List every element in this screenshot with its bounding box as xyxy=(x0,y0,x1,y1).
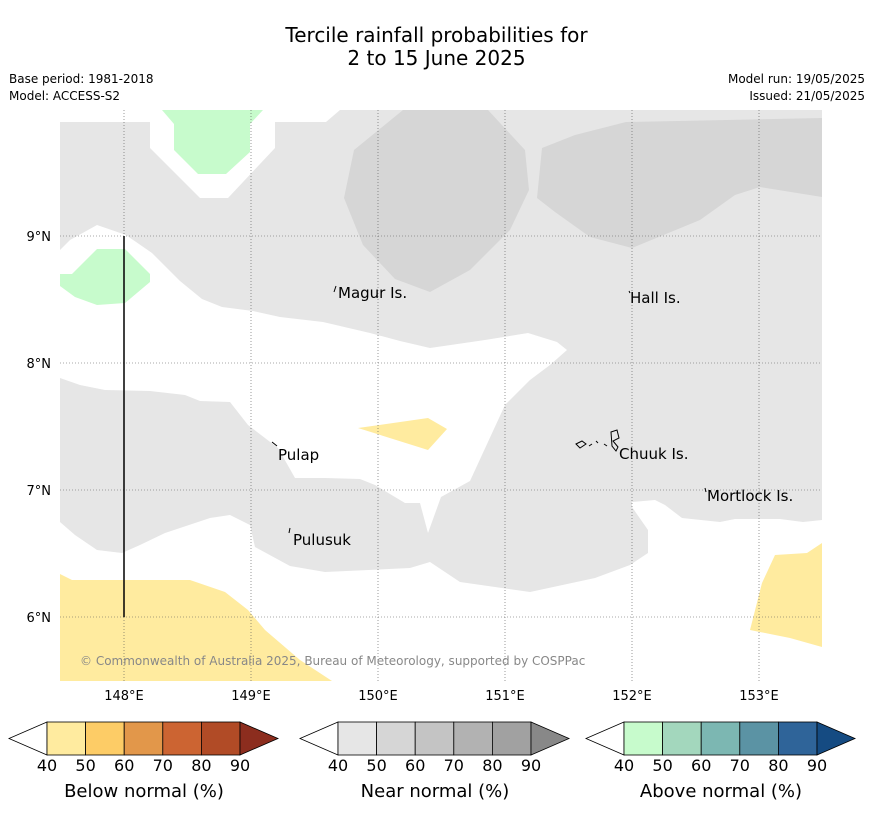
below-normal-colorbar-tick-50: 50 xyxy=(75,756,95,775)
lon-label-149e: 149°E xyxy=(231,689,271,704)
place-label-mortlock: Mortlock Is. xyxy=(707,487,793,505)
below-normal-colorbar-tick-40: 40 xyxy=(37,756,57,775)
above-normal-colorbar-tick-70: 70 xyxy=(730,756,750,775)
below-normal-colorbar-segment-3 xyxy=(123,721,164,756)
above-normal-colorbar-tick-50: 50 xyxy=(652,756,672,775)
above-normal-colorbar-segment-2 xyxy=(662,721,702,756)
lon-label-152e: 152°E xyxy=(612,689,652,704)
map-area: Magur Is. Hall Is. Pulap Chuuk Is. Mortl… xyxy=(60,110,822,681)
below-normal-colorbar-segment-5 xyxy=(200,721,241,756)
island-outlines xyxy=(271,285,707,534)
lon-label-150e: 150°E xyxy=(358,689,398,704)
colorbar-label-below-normal: Below normal (%) xyxy=(64,781,224,802)
near-normal-colorbar-segment-3 xyxy=(414,721,455,756)
place-label-pulap: Pulap xyxy=(278,446,319,464)
near-normal-colorbar-tick-90: 90 xyxy=(521,756,541,775)
below-normal-colorbar-segment-2 xyxy=(85,721,125,756)
near-normal-colorbar-min-arrow xyxy=(298,721,339,756)
model-run-label: Model run: 19/05/2025 xyxy=(727,72,865,86)
place-label-hall: Hall Is. xyxy=(630,289,681,307)
model-label: Model: ACCESS-S2 xyxy=(9,89,121,103)
colorbar-label-above-normal: Above normal (%) xyxy=(639,781,803,802)
near-normal-colorbar-tick-60: 60 xyxy=(405,756,425,775)
lon-label-151e: 151°E xyxy=(485,689,525,704)
chart-title-line-2: 2 to 15 June 2025 xyxy=(347,46,526,70)
above-normal-colorbar-tick-80: 80 xyxy=(768,756,788,775)
near-normal-50-60-region-north xyxy=(344,110,529,292)
above-normal-40-50-region-north xyxy=(162,110,263,174)
above-normal-colorbar-tick-40: 40 xyxy=(614,756,634,775)
below-normal-colorbar-segment-1 xyxy=(46,721,86,756)
below-normal-40-50-region-southeast xyxy=(750,543,822,647)
near-normal-50-60-region-northeast xyxy=(537,118,822,248)
lat-label-9n: 9°N xyxy=(27,230,52,245)
near-normal-colorbar-max-arrow xyxy=(530,721,571,756)
below-normal-colorbar-segment-4 xyxy=(162,721,202,756)
below-normal-40-50-region-southwest xyxy=(60,574,332,681)
above-normal-colorbar-segment-5 xyxy=(778,721,818,756)
above-normal-40-50-region-west xyxy=(60,249,150,305)
near-normal-colorbar-tick-40: 40 xyxy=(328,756,348,775)
near-normal-colorbar-segment-1 xyxy=(337,721,377,756)
near-normal-colorbar-tick-80: 80 xyxy=(482,756,502,775)
below-normal-colorbar-max-arrow xyxy=(239,721,280,756)
copyright-notice: © Commonwealth of Australia 2025, Bureau… xyxy=(80,654,585,668)
below-normal-40-50-region-central xyxy=(358,418,447,450)
below-normal-colorbar-tick-70: 70 xyxy=(153,756,173,775)
near-normal-colorbar-tick-50: 50 xyxy=(366,756,386,775)
lat-label-6n: 6°N xyxy=(27,611,52,626)
above-normal-colorbar-segment-1 xyxy=(623,721,663,756)
near-normal-colorbar-segment-2 xyxy=(376,721,416,756)
lat-label-8n: 8°N xyxy=(27,357,52,372)
below-normal-colorbar-tick-90: 90 xyxy=(230,756,250,775)
lat-label-7n: 7°N xyxy=(27,484,52,499)
near-normal-colorbar-tick-70: 70 xyxy=(444,756,464,775)
near-normal-colorbar-segment-4 xyxy=(453,721,493,756)
near-normal-colorbar-segment-5 xyxy=(491,721,532,756)
above-normal-colorbar-tick-90: 90 xyxy=(807,756,827,775)
above-normal-colorbar-segment-3 xyxy=(700,721,741,756)
above-normal-colorbar-min-arrow xyxy=(584,721,625,756)
issued-label: Issued: 21/05/2025 xyxy=(749,89,865,103)
colorbar-legends: 40 50 60 70 80 90 40 50 60 70 80 90 40 50 60 70 80 90 xyxy=(7,721,857,775)
lon-label-153e: 153°E xyxy=(739,689,779,704)
above-normal-colorbar-tick-60: 60 xyxy=(691,756,711,775)
place-label-magur: Magur Is. xyxy=(338,284,407,302)
place-label-chuuk: Chuuk Is. xyxy=(619,445,688,463)
above-normal-colorbar-max-arrow xyxy=(816,721,857,756)
lon-label-148e: 148°E xyxy=(104,689,144,704)
chart-title-line-1: Tercile rainfall probabilities for xyxy=(285,23,588,47)
base-period-label: Base period: 1981-2018 xyxy=(9,72,154,86)
below-normal-colorbar-tick-80: 80 xyxy=(191,756,211,775)
below-normal-colorbar-tick-60: 60 xyxy=(114,756,134,775)
above-normal-colorbar-segment-4 xyxy=(739,721,779,756)
below-normal-colorbar-min-arrow xyxy=(7,721,48,756)
place-label-pulusuk: Pulusuk xyxy=(293,531,351,549)
colorbar-label-near-normal: Near normal (%) xyxy=(360,781,510,802)
